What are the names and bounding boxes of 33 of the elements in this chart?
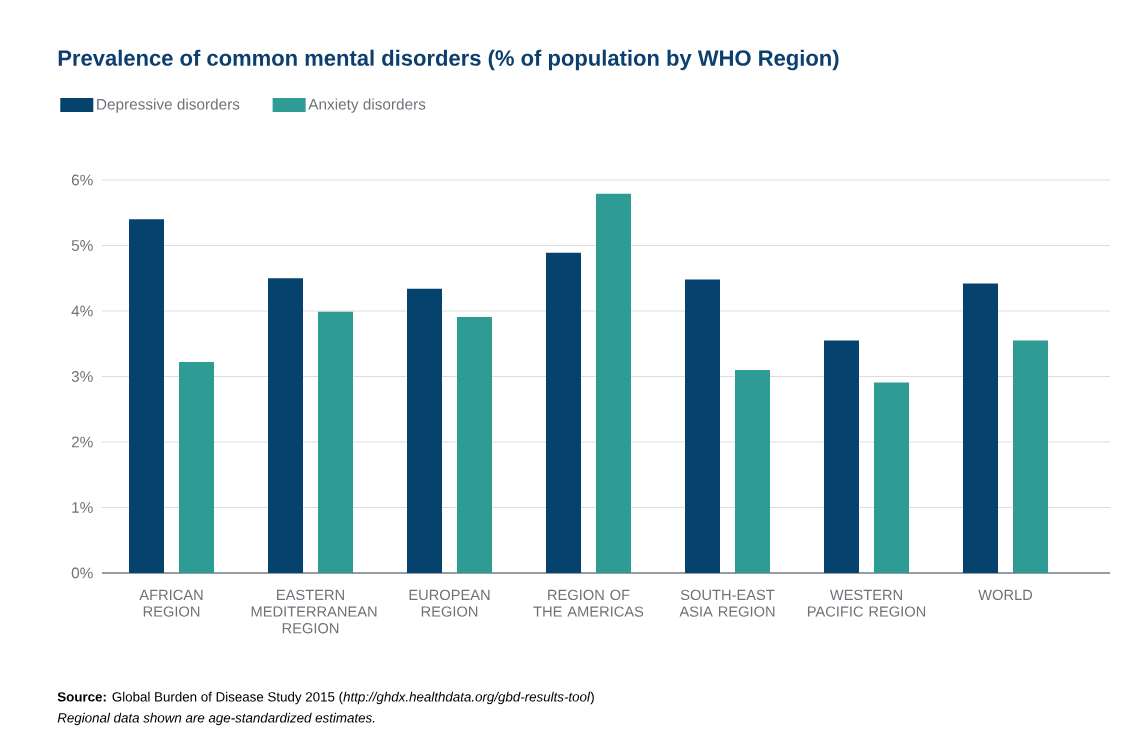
text: Regional data shown are age-standardized estimates. xyxy=(57,712,375,726)
x-tick-label: WORLD xyxy=(978,589,1033,601)
y-tick-label: 5% xyxy=(71,240,93,251)
y-tick-label: 1% xyxy=(72,502,93,513)
bar xyxy=(735,369,770,573)
bar xyxy=(874,382,909,573)
y-tick-label: 2% xyxy=(71,436,93,448)
bar xyxy=(457,316,492,573)
bar xyxy=(1013,340,1048,573)
bar xyxy=(824,340,859,573)
y-tick-label: 6% xyxy=(71,174,93,186)
chart-title: Prevalence of common mental disorders (% of population by WHO Region) xyxy=(58,49,839,71)
bar xyxy=(963,283,998,573)
y-tick-label: 4% xyxy=(71,305,93,317)
x-tick-label: WESTERN PACIFIC REGION xyxy=(807,589,926,617)
bar xyxy=(179,362,215,573)
text: Source: Global Burden of Disease Study 2015 (http://ghdx.healthdata.org/gbd-results-tool) xyxy=(57,691,594,705)
x-tick-label: REGION OF THE AMERICAS xyxy=(533,589,644,617)
bar xyxy=(318,311,353,573)
x-tick-label: SOUTH-EAST ASIA REGION xyxy=(679,589,775,617)
y-tick-label: 3% xyxy=(71,371,93,382)
x-tick-label: AFRICAN REGION xyxy=(139,589,203,617)
bar xyxy=(407,288,443,573)
x-tick-label: EASTERN MEDITERRANEAN REGION xyxy=(251,589,377,634)
bar xyxy=(596,193,632,573)
bar xyxy=(129,219,165,573)
bar xyxy=(685,279,720,573)
bar xyxy=(268,278,304,573)
legend-label: Depressive disorders xyxy=(97,98,240,113)
x-tick-label: EUROPEAN REGION xyxy=(409,589,490,617)
bar xyxy=(546,252,581,573)
y-tick-label: 0% xyxy=(71,567,93,579)
legend-label: Anxiety disorders xyxy=(308,98,426,113)
